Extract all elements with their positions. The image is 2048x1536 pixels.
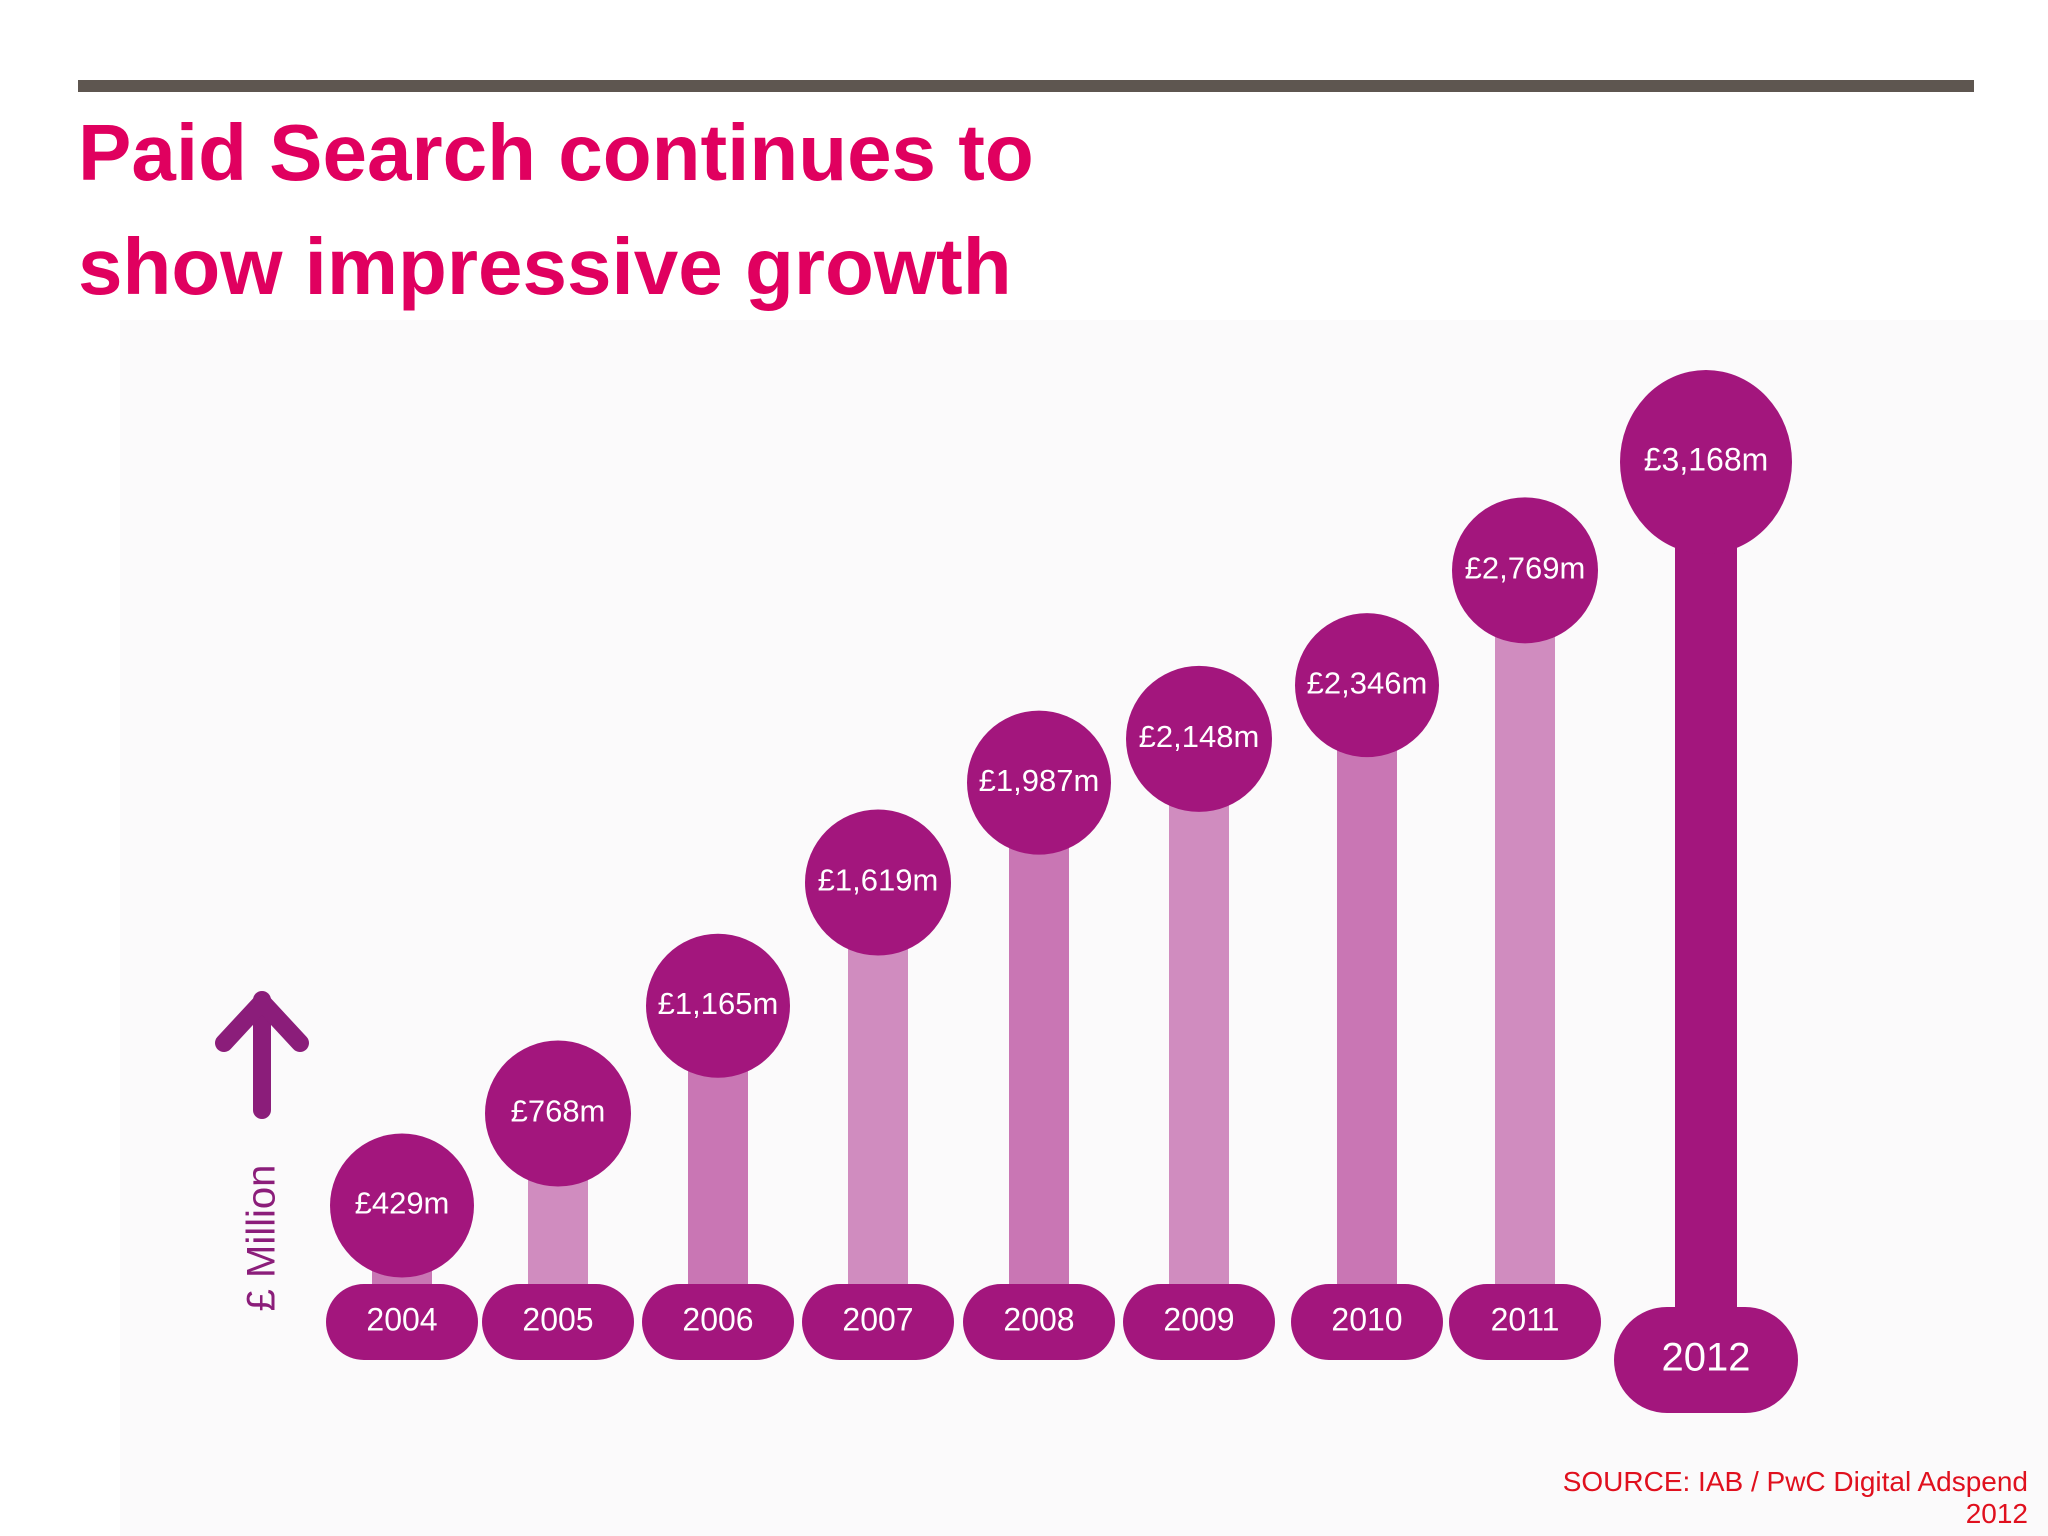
value-bubble-2007 [805,809,951,956]
category-label-2010: 2010 [1331,1301,1402,1337]
value-label-2006: £1,165m [658,986,779,1021]
value-bubble-2009 [1126,665,1272,812]
value-bubble-2010 [1295,613,1439,758]
value-bubble-2011 [1452,497,1598,644]
bar-group-2006: 2006 £1,165m [642,933,794,1360]
value-label-2004: £429m [355,1186,450,1221]
bar-stem-2007 [848,882,908,1342]
chart-marks: 2004 £429m 2005 £768m 2006 £1,165m 2007 £1,619m… [326,370,1798,1413]
value-label-2012: £3,168m [1644,441,1769,477]
value-label-2011: £2,769m [1465,551,1586,586]
value-label-2007: £1,619m [818,863,939,898]
category-pill-2007 [802,1284,954,1360]
bar-stem-2008 [1009,782,1069,1342]
value-bubble-2004 [330,1133,474,1278]
category-pill-2012 [1614,1307,1798,1413]
bar-group-2004: 2004 £429m [326,1133,478,1360]
bar-group-2010: 2010 £2,346m [1291,613,1443,1360]
slide-title-line-2: show impressive growth [78,222,1012,311]
category-label-2011: 2011 [1491,1301,1560,1337]
source-text: SOURCE: IAB / PwC Digital Adspend [1562,1466,2028,1497]
slide-title: Paid Search continues to show impressive… [78,96,1378,324]
bar-stem-2012 [1675,462,1737,1342]
category-pill-2009 [1123,1284,1275,1360]
category-pill-2011 [1449,1284,1601,1360]
category-pill-2004 [326,1284,478,1360]
value-bubble-2005 [485,1040,631,1187]
category-label-2009: 2009 [1163,1301,1234,1337]
category-label-2006: 2006 [682,1301,753,1337]
bar-stem-2009 [1169,738,1229,1342]
bar-stem-2010 [1337,685,1397,1342]
value-bubble-2008 [967,710,1111,855]
value-label-2009: £2,148m [1139,719,1260,754]
y-axis-arrow-head [215,993,309,1052]
source-year: 2012 [1965,1498,2028,1529]
category-label-2012: 2012 [1662,1336,1751,1380]
value-bubble-2006 [646,933,790,1078]
slide-title-line-1: Paid Search continues to [78,108,1034,197]
category-pill-2010 [1291,1284,1443,1360]
category-label-2004: 2004 [366,1301,437,1337]
bar-group-2011: 2011 £2,769m [1449,497,1601,1360]
category-label-2005: 2005 [522,1301,593,1337]
category-pill-2006 [642,1284,794,1360]
bar-group-2007: 2007 £1,619m [802,809,954,1360]
bar-group-2005: 2005 £768m [482,1040,634,1360]
source-note: SOURCE: IAB / PwC Digital Adspend 2012 [1328,1466,2028,1530]
category-label-2007: 2007 [842,1301,913,1337]
category-pill-2005 [482,1284,634,1360]
bar-group-2009: 2009 £2,148m [1123,665,1275,1360]
bar-group-2012: 2012 £3,168m [1614,370,1798,1413]
value-label-2005: £768m [511,1094,606,1129]
y-axis-label: £ Million [240,1165,284,1312]
bar-group-2008: 2008 £1,987m [963,710,1115,1360]
value-label-2008: £1,987m [979,763,1100,798]
category-pill-2008 [963,1284,1115,1360]
y-axis-indicator: £ Million [215,991,309,1312]
bar-stem-2011 [1495,570,1555,1342]
value-label-2010: £2,346m [1307,665,1428,700]
value-bubble-2012 [1620,370,1792,554]
category-label-2008: 2008 [1003,1301,1074,1337]
title-rule [78,80,1974,92]
